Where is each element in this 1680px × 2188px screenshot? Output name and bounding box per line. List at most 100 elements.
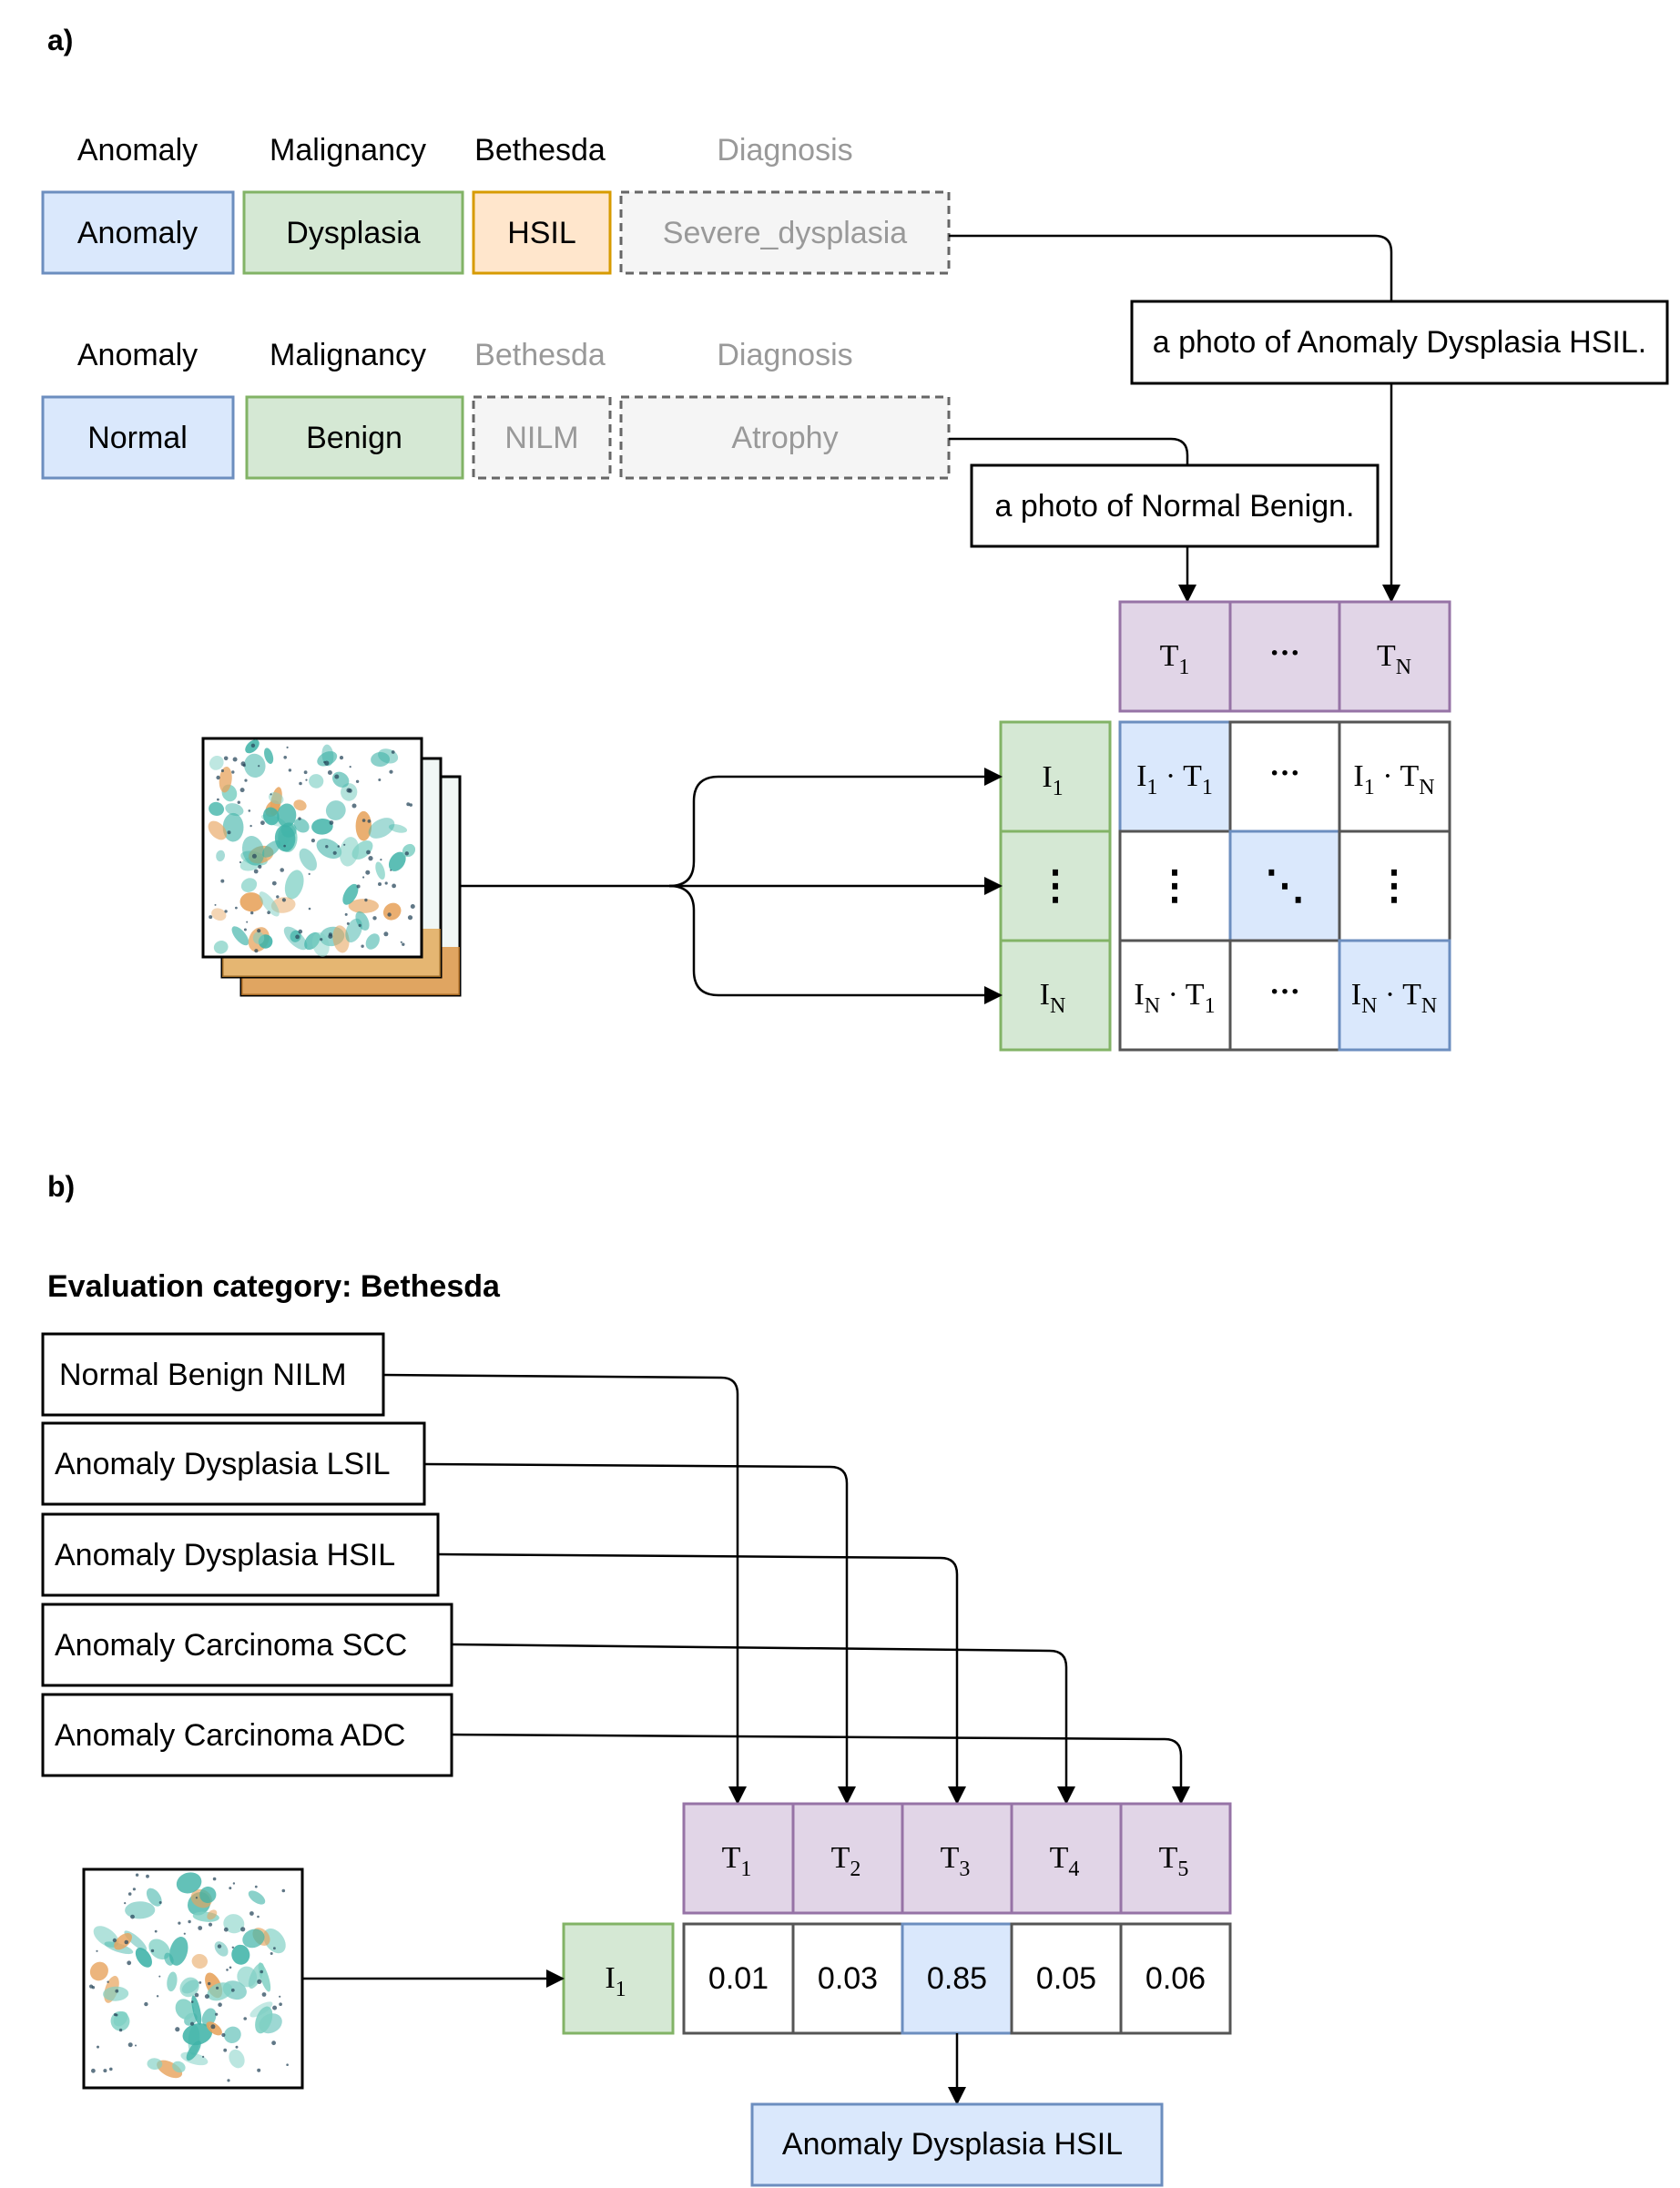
connector-prompt3-to-t3 — [437, 1552, 966, 1805]
cell-nucleus — [283, 756, 288, 759]
single-image-cells — [89, 1872, 289, 2082]
text-token-dots-box — [1228, 600, 1341, 713]
row1-bethesda-box — [472, 190, 612, 275]
cell-nucleus — [246, 921, 249, 923]
cell-nucleus — [154, 1929, 158, 1933]
row1-header-malignancy: Malignancy — [270, 133, 426, 168]
cell-nucleus — [400, 941, 402, 943]
cell-nucleus — [224, 910, 228, 913]
cell-nucleus — [409, 803, 413, 807]
row1-anomaly-value: Anomaly — [77, 216, 198, 250]
cell-nucleus — [328, 932, 332, 937]
prompt-anomaly-dysplasia-lsil: Anomaly Dysplasia LSIL — [55, 1447, 391, 1481]
cell-nucleus — [127, 2042, 133, 2048]
cell-nucleus — [244, 779, 248, 782]
cell-nucleus — [243, 2017, 248, 2020]
cell-blob — [208, 820, 228, 840]
cell-nucleus — [150, 1949, 155, 1953]
cell-blob — [293, 818, 310, 833]
cell-nucleus — [220, 879, 225, 883]
cell-nucleus — [308, 907, 311, 911]
stack-image-front — [201, 737, 423, 959]
image-token-vdots: ⋮ — [1035, 863, 1075, 908]
text-token-tn: TN — [1377, 639, 1411, 679]
cell-blob — [186, 2040, 201, 2061]
score-value-2: 0.03 — [818, 1961, 878, 1996]
cell-nucleus — [208, 1922, 213, 1927]
text-token-b-t3: T3 — [941, 1841, 971, 1881]
cell-nucleus — [127, 1892, 132, 1896]
panel-a-label: a) — [47, 24, 73, 56]
cell-nucleus — [158, 1975, 161, 1978]
row2-malignancy-box — [245, 395, 464, 480]
cell-nucleus — [270, 793, 272, 796]
cell-nucleus — [97, 2045, 99, 2049]
cell-nucleus — [380, 859, 382, 861]
cell-nucleus — [272, 2005, 278, 2010]
cell-nucleus — [288, 768, 292, 772]
connector-row2-to-prompt2 — [949, 437, 1189, 465]
cell-nucleus — [250, 911, 254, 915]
cell-nucleus — [389, 769, 393, 774]
connector-prompt2-to-t2 — [423, 1462, 856, 1805]
cell-blob — [201, 2008, 217, 2027]
row2-malignancy-value: Benign — [306, 421, 402, 455]
prompt2-text: a photo of Normal Benign. — [994, 489, 1354, 524]
cell-blob — [263, 1928, 286, 1954]
cell-nucleus — [250, 743, 256, 748]
cell-blob — [231, 926, 249, 946]
cell-nucleus — [283, 844, 286, 848]
stack-image-cells — [208, 739, 416, 957]
prompt1-text: a photo of Anomaly Dysplasia HSIL. — [1153, 325, 1646, 360]
row1-header-anomaly: Anomaly — [77, 133, 198, 168]
cell-nucleus — [118, 2028, 123, 2032]
row1-bethesda-value: HSIL — [507, 216, 576, 250]
cell-blob — [264, 748, 274, 765]
cell-blob — [252, 931, 265, 944]
cell-blob — [148, 1939, 170, 1960]
cell-nucleus — [358, 923, 361, 928]
cell-nucleus — [223, 1927, 229, 1932]
cell-nucleus — [209, 915, 213, 920]
cell-nucleus — [356, 884, 361, 889]
cell-nucleus — [220, 768, 224, 773]
cell-nucleus — [113, 2013, 117, 2017]
cell-nucleus — [298, 929, 303, 934]
cell-nucleus — [280, 868, 285, 872]
cell-nucleus — [124, 1939, 129, 1945]
cell-blob — [207, 1982, 233, 2001]
matrix-text-r1-ddots: ⋱ — [1265, 863, 1305, 908]
cell-nucleus — [320, 938, 323, 941]
prompt-anomaly-carcinoma-scc: Anomaly Carcinoma SCC — [55, 1628, 407, 1663]
cell-blob — [125, 1901, 156, 1919]
cell-blob — [299, 848, 317, 871]
cell-nucleus — [215, 2012, 219, 2016]
cell-nucleus — [217, 1944, 222, 1949]
cell-nucleus — [210, 2024, 216, 2030]
cell-blob — [293, 799, 307, 811]
matrix-text-r0-ellipsis: ··· — [1269, 757, 1300, 790]
cell-nucleus — [89, 1984, 94, 1989]
score-cell-3 — [901, 1922, 1013, 2035]
cell-nucleus — [258, 864, 262, 870]
row2-diagnosis-box — [619, 395, 951, 480]
cell-nucleus — [212, 1877, 217, 1881]
row2-header-diagnosis: Diagnosis — [717, 338, 852, 372]
cell-nucleus — [367, 819, 372, 823]
connector-prompt5-to-t5 — [451, 1733, 1190, 1805]
cytology-image-single — [82, 1867, 304, 2090]
row1-diagnosis-box — [619, 190, 951, 275]
cell-nucleus — [231, 770, 235, 774]
cell-nucleus — [216, 1986, 219, 1990]
cell-blob — [157, 2060, 183, 2079]
cell-blob — [242, 1928, 265, 1949]
cell-nucleus — [378, 882, 382, 886]
cell-blob — [222, 812, 244, 842]
text-token-t1: T1 — [1160, 639, 1190, 679]
cell-blob — [231, 1944, 250, 1965]
matrix-text-r2-ellipsis: ··· — [1269, 975, 1300, 1009]
matrix-cell-r2c1 — [1228, 939, 1341, 1052]
cell-blob — [182, 2023, 213, 2046]
cell-blob — [176, 1872, 202, 1894]
text-token-b-t5: T5 — [1159, 1841, 1189, 1881]
